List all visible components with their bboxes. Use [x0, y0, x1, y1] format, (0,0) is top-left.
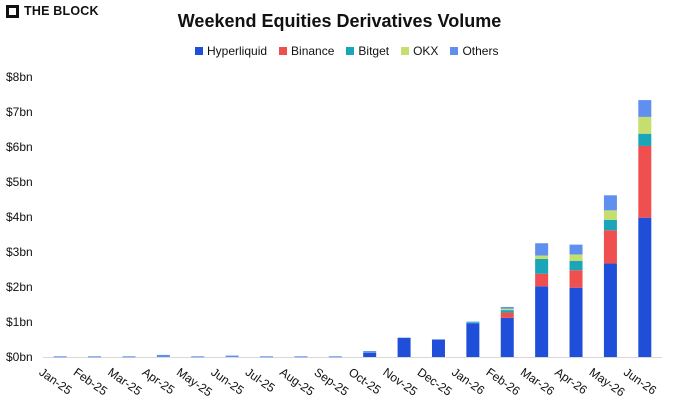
bar-segment-hyperliquid-oct-25 [363, 352, 377, 357]
bar-segment-binance-feb-26 [500, 312, 514, 318]
x-tick-label: Aug-25 [277, 365, 317, 399]
bar-segment-hyperliquid-apr-26 [569, 287, 583, 357]
chart-legend: Hyperliquid Binance Bitget OKX Others [195, 44, 498, 58]
x-tick-label: Jun-25 [208, 365, 246, 398]
legend-swatch [279, 47, 288, 55]
bar-segment-okx-mar-26 [535, 255, 549, 259]
x-tick-label: Jan-26 [449, 365, 487, 398]
y-tick-label: $8bn [6, 70, 33, 84]
x-tick-label: Sep-25 [312, 365, 352, 399]
y-tick-label: $3bn [6, 245, 33, 259]
bar-segment-others-jun-26 [638, 100, 652, 117]
legend-swatch [346, 47, 355, 55]
bar-segment-others-may-26 [603, 195, 617, 211]
legend-label: Bitget [358, 44, 390, 58]
bar-segment-hyperliquid-jan-26 [466, 323, 480, 357]
bar-segment-okx-jun-26 [638, 116, 652, 134]
legend-swatch [450, 47, 459, 55]
bar-segment-bitget-mar-26 [535, 259, 549, 274]
bar-segment-bitget-jan-26 [466, 322, 480, 324]
x-tick-label: Apr-25 [140, 365, 178, 397]
bar-segment-binance-apr-26 [569, 270, 583, 288]
x-tick-label: Mar-26 [518, 365, 557, 398]
bar-segment-others-jun-25 [225, 355, 239, 357]
bar-segment-others-apr-26 [569, 244, 583, 255]
y-tick-label: $1bn [6, 315, 33, 329]
bar-segment-others-mar-26 [535, 243, 549, 256]
x-tick-label: May-25 [174, 365, 215, 400]
legend-swatch [401, 47, 410, 55]
bar-segment-others-feb-26 [500, 306, 514, 309]
y-tick-label: $7bn [6, 105, 33, 119]
bar-segment-others-feb-25 [88, 356, 102, 358]
bar-segment-others-sep-25 [328, 356, 342, 358]
y-tick-label: $5bn [6, 175, 33, 189]
bar-segment-okx-may-26 [603, 210, 617, 220]
bar-segment-others-aug-25 [294, 356, 308, 358]
bar-segment-hyperliquid-mar-26 [535, 286, 549, 357]
bar-segment-binance-mar-26 [535, 273, 549, 287]
bar-segment-others-mar-25 [122, 356, 136, 358]
brand-name: THE BLOCK [24, 4, 99, 18]
the-block-logo-icon [6, 4, 19, 18]
x-tick-label: Dec-25 [415, 365, 455, 399]
chart-title: Weekend Equities Derivatives Volume [177, 11, 502, 31]
bar-segment-binance-may-26 [603, 230, 617, 264]
x-tick-label: Nov-25 [380, 365, 420, 399]
legend-item-binance: Binance [279, 44, 334, 58]
x-tick-label: May-26 [587, 365, 628, 400]
x-tick-label: Jul-25 [243, 365, 278, 395]
x-tick-label: Jun-26 [621, 365, 659, 398]
y-tick-label: $2bn [6, 280, 33, 294]
legend-item-hyperliquid: Hyperliquid [195, 44, 267, 58]
bar-segment-hyperliquid-jun-26 [638, 217, 652, 357]
legend-label: Hyperliquid [207, 44, 268, 58]
bar-segment-others-jan-25 [53, 356, 67, 358]
bar-segment-others-jul-25 [260, 356, 274, 358]
bar-segment-bitget-may-26 [603, 219, 617, 231]
y-tick-label: $6bn [6, 140, 33, 154]
bar-segment-hyperliquid-may-26 [603, 263, 617, 357]
bar-segment-binance-jun-26 [638, 145, 652, 218]
x-tick-label: Feb-25 [71, 365, 110, 398]
x-tick-label: Apr-26 [552, 365, 590, 397]
legend-item-okx: OKX [401, 44, 438, 58]
y-tick-label: $0bn [6, 350, 33, 364]
bar-segment-others-apr-25 [156, 354, 170, 357]
bar-segment-okx-apr-26 [569, 254, 583, 261]
bar-segment-others-jan-26 [466, 321, 480, 323]
bar-segment-hyperliquid-nov-25 [397, 337, 411, 357]
x-tick-label: Oct-25 [346, 365, 384, 397]
bar-segment-others-may-25 [191, 356, 205, 358]
bar-segment-bitget-apr-26 [569, 260, 583, 271]
bar-segment-others-oct-25 [363, 351, 377, 353]
bar-segment-bitget-jun-26 [638, 133, 652, 146]
legend-item-others: Others [450, 44, 498, 58]
legend-label: Binance [291, 44, 335, 58]
bar-segment-okx-feb-26 [500, 308, 514, 311]
x-tick-label: Feb-26 [484, 365, 523, 398]
legend-label: OKX [413, 44, 439, 58]
brand-logo: THE BLOCK [6, 4, 99, 18]
legend-item-bitget: Bitget [346, 44, 389, 58]
bar-segment-hyperliquid-dec-25 [431, 339, 445, 357]
y-tick-label: $4bn [6, 210, 33, 224]
bar-segment-bitget-feb-26 [500, 310, 514, 313]
legend-swatch [195, 47, 203, 55]
x-tick-label: Mar-25 [105, 365, 144, 398]
bar-segment-hyperliquid-feb-26 [500, 317, 514, 357]
x-tick-label: Jan-25 [36, 365, 74, 398]
legend-label: Others [462, 44, 499, 58]
